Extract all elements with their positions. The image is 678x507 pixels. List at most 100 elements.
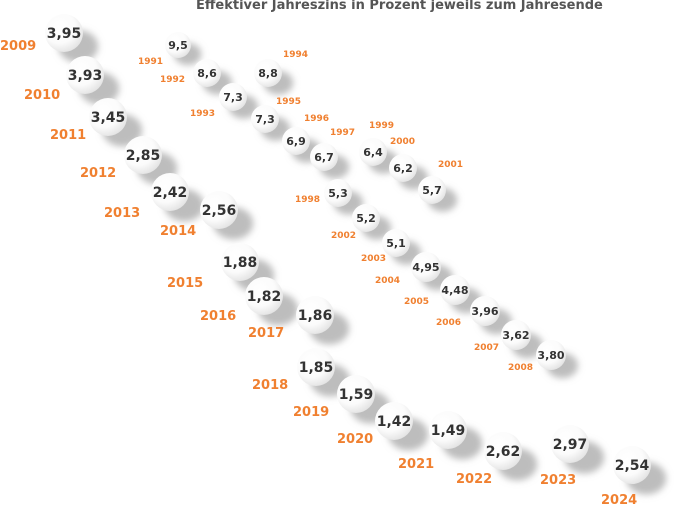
data-point-2018: 1,85 [297, 348, 335, 386]
year-label: 2002 [331, 231, 356, 241]
value-label: 5,1 [386, 237, 406, 250]
data-ball [484, 432, 522, 470]
year-label: 2020 [337, 432, 373, 447]
data-point-2012: 2,85 [124, 136, 162, 174]
year-label: 1991 [138, 57, 163, 67]
data-point-2015: 1,88 [221, 243, 259, 281]
data-point-2013: 2,42 [151, 173, 189, 211]
year-label: 2001 [438, 160, 463, 170]
value-label: 2,56 [202, 203, 237, 219]
data-point-2022: 2,62 [484, 432, 522, 470]
year-label: 1995 [276, 97, 301, 107]
year-label: 2006 [436, 318, 461, 328]
data-ball [45, 14, 83, 52]
value-label: 1,86 [298, 308, 333, 324]
year-label: 2013 [104, 206, 140, 221]
year-label: 2019 [293, 405, 329, 420]
year-label: 2023 [540, 473, 576, 488]
data-ball [382, 229, 410, 257]
year-label: 2000 [390, 137, 415, 147]
data-point-1993: 7,3 [219, 83, 247, 111]
value-label: 2,97 [553, 437, 588, 453]
data-ball [418, 176, 446, 204]
year-label: 2005 [404, 297, 429, 307]
value-label: 2,62 [486, 444, 521, 460]
data-ball [297, 348, 335, 386]
data-ball [200, 191, 238, 229]
value-label: 8,6 [197, 67, 217, 80]
value-label: 2,42 [153, 185, 188, 201]
year-label: 2003 [361, 254, 386, 264]
data-point-2024: 2,54 [613, 446, 651, 484]
data-point-1992: 8,6 [193, 59, 221, 87]
data-point-2005: 4,48 [440, 275, 470, 305]
data-point-2010: 3,93 [66, 56, 104, 94]
year-label: 2017 [248, 326, 284, 341]
value-label: 7,3 [255, 113, 275, 126]
value-label: 3,96 [471, 305, 498, 318]
data-point-1997: 6,7 [310, 143, 338, 171]
data-point-2016: 1,82 [245, 277, 283, 315]
data-point-2000: 6,2 [389, 154, 417, 182]
year-label: 2015 [167, 276, 203, 291]
data-ball [470, 296, 500, 326]
year-label: 2010 [24, 88, 60, 103]
data-point-2001: 5,7 [418, 176, 446, 204]
data-ball [124, 136, 162, 174]
data-point-2017: 1,86 [296, 296, 334, 334]
data-ball [251, 105, 279, 133]
data-point-1991: 9,5 [165, 32, 191, 58]
data-point-2002: 5,2 [352, 204, 380, 232]
value-label: 6,2 [393, 162, 413, 175]
value-label: 1,85 [299, 360, 334, 376]
year-label: 2014 [160, 224, 196, 239]
year-label: 1996 [304, 114, 329, 124]
data-point-2023: 2,97 [551, 425, 589, 463]
data-ball [151, 173, 189, 211]
data-point-2004: 4,95 [411, 252, 441, 282]
data-point-1996: 6,9 [282, 127, 310, 155]
data-ball [375, 402, 413, 440]
data-ball [613, 446, 651, 484]
value-label: 3,93 [68, 68, 103, 84]
data-ball [165, 32, 191, 58]
data-point-2019: 1,59 [337, 375, 375, 413]
data-ball [254, 59, 282, 87]
data-point-1999: 6,4 [359, 138, 387, 166]
data-ball [536, 340, 566, 370]
data-ball [352, 204, 380, 232]
value-label: 3,95 [47, 26, 82, 42]
value-label: 6,9 [286, 135, 306, 148]
value-label: 4,95 [412, 261, 439, 274]
value-label: 1,82 [247, 289, 282, 305]
year-label: 1994 [283, 50, 308, 60]
data-ball [282, 127, 310, 155]
year-label: 2024 [601, 493, 637, 507]
data-point-1995: 7,3 [251, 105, 279, 133]
value-label: 9,5 [168, 39, 188, 52]
value-label: 6,7 [314, 151, 334, 164]
year-label: 2009 [0, 39, 36, 54]
data-point-1998: 5,3 [324, 179, 352, 207]
year-label: 2004 [375, 276, 400, 286]
data-ball [310, 143, 338, 171]
data-ball [193, 59, 221, 87]
year-label: 2008 [508, 363, 533, 373]
year-label: 1993 [190, 109, 215, 119]
year-label: 2007 [474, 343, 499, 353]
data-ball [411, 252, 441, 282]
value-label: 4,48 [441, 284, 468, 297]
year-label: 1992 [160, 75, 185, 85]
value-label: 2,54 [615, 458, 650, 474]
data-point-2008: 3,80 [536, 340, 566, 370]
data-ball [89, 98, 127, 136]
value-label: 7,3 [223, 91, 243, 104]
data-ball [551, 425, 589, 463]
data-ball [219, 83, 247, 111]
data-ball [296, 296, 334, 334]
data-ball [359, 138, 387, 166]
data-point-2006: 3,96 [470, 296, 500, 326]
data-ball [429, 411, 467, 449]
